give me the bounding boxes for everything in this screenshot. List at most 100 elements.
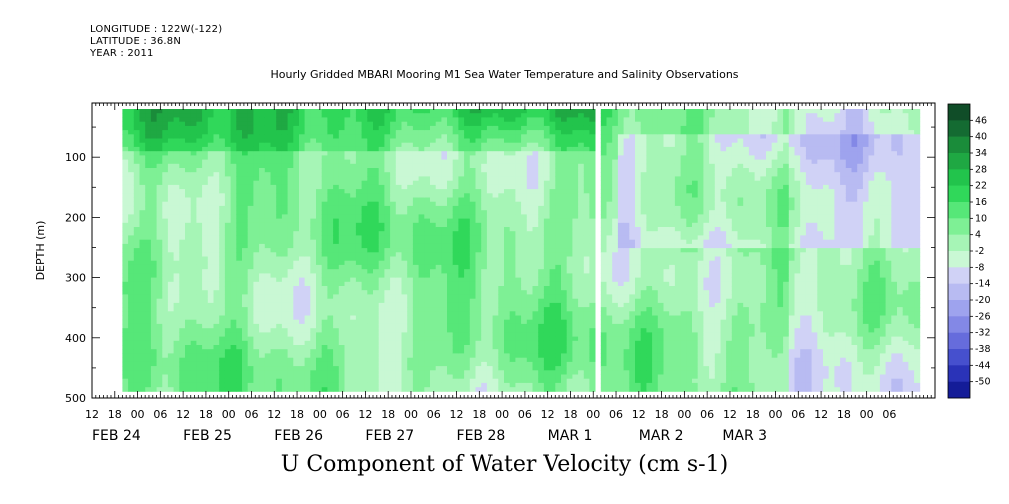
heatmap-cell [196, 113, 203, 118]
heatmap-cell [122, 168, 129, 173]
heatmap-cell [498, 117, 505, 122]
heatmap-cell [299, 159, 306, 165]
heatmap-cell [469, 361, 476, 367]
heatmap-cell [316, 201, 323, 207]
heatmap-cell [173, 361, 180, 367]
heatmap-cell [498, 256, 505, 262]
heatmap-cell [338, 193, 345, 198]
heatmap-cell [213, 222, 220, 228]
heatmap-cell [190, 201, 197, 207]
heatmap-cell [401, 252, 408, 257]
heatmap-cell [538, 184, 545, 190]
heatmap-cell [259, 277, 266, 283]
heatmap-cell [287, 349, 294, 354]
heatmap-cell [441, 227, 448, 232]
heatmap-cell [412, 281, 419, 287]
heatmap-cell [264, 340, 271, 346]
heatmap-cell [407, 218, 414, 224]
heatmap-cell [213, 172, 220, 177]
heatmap-cell [270, 243, 277, 249]
heatmap-cell [538, 172, 545, 177]
heatmap-cell [145, 378, 152, 384]
heatmap-cell [418, 113, 425, 118]
heatmap-cell [190, 336, 197, 342]
heatmap-cell [412, 370, 419, 375]
heatmap-cell [481, 222, 488, 228]
heatmap-cell [327, 298, 334, 304]
heatmap-cell [173, 134, 180, 139]
heatmap-cell [270, 382, 277, 388]
heatmap-cell [373, 252, 380, 257]
heatmap-cell [133, 307, 140, 312]
heatmap-cell [521, 180, 528, 186]
heatmap-cell [224, 290, 231, 295]
heatmap-cell [150, 201, 157, 207]
heatmap-cell [464, 370, 471, 375]
heatmap-cell [122, 189, 129, 194]
heatmap-cell [452, 281, 459, 287]
heatmap-cell [458, 252, 465, 257]
heatmap-cell [333, 239, 340, 245]
heatmap-cell [224, 172, 231, 177]
heatmap-cell [253, 349, 260, 354]
heatmap-cell [412, 357, 419, 363]
heatmap-cell [475, 370, 482, 375]
heatmap-cell [526, 142, 533, 148]
heatmap-cell [304, 387, 311, 392]
heatmap-cell [253, 328, 260, 333]
heatmap-cell [293, 146, 300, 152]
heatmap-cell [361, 260, 368, 266]
heatmap-cell [333, 142, 340, 148]
heatmap-cell [498, 205, 505, 211]
heatmap-cell [150, 146, 157, 152]
heatmap-cell [333, 222, 340, 228]
heatmap-cell [219, 210, 226, 215]
heatmap-cell [486, 243, 493, 249]
heatmap-cell [162, 146, 169, 152]
heatmap-cell [207, 142, 214, 148]
heatmap-cell [150, 294, 157, 299]
heatmap-cell [173, 201, 180, 207]
heatmap-cell [469, 142, 476, 148]
heatmap-cell [418, 332, 425, 337]
heatmap-cell [344, 374, 351, 380]
heatmap-cell [196, 231, 203, 236]
heatmap-cell [367, 353, 374, 358]
heatmap-cell [207, 294, 214, 299]
heatmap-cell [207, 332, 214, 337]
heatmap-cell [367, 227, 374, 232]
heatmap-cell [259, 121, 266, 127]
heatmap-cell [447, 239, 454, 245]
heatmap-cell [230, 227, 237, 232]
heatmap-cell [390, 319, 397, 325]
heatmap-cell [526, 294, 533, 299]
heatmap-cell [293, 201, 300, 207]
heatmap-cell [412, 340, 419, 346]
heatmap-cell [207, 252, 214, 257]
heatmap-cell [350, 163, 357, 169]
heatmap-cell [150, 340, 157, 346]
heatmap-cell [521, 286, 528, 291]
heatmap-cell [281, 281, 288, 287]
heatmap-cell [378, 252, 385, 257]
heatmap-cell [162, 184, 169, 190]
heatmap-cell [162, 248, 169, 253]
heatmap-cell [430, 290, 437, 295]
heatmap-cell [287, 235, 294, 240]
heatmap-cell [276, 134, 283, 139]
heatmap-cell [430, 361, 437, 367]
heatmap-cell [128, 328, 135, 333]
heatmap-cell [390, 323, 397, 329]
heatmap-cell [185, 218, 192, 224]
heatmap-cell [452, 155, 459, 160]
heatmap-cell [526, 163, 533, 169]
heatmap-cell [333, 155, 340, 160]
heatmap-cell [310, 319, 317, 325]
heatmap-cell [304, 370, 311, 375]
heatmap-cell [452, 163, 459, 169]
heatmap-cell [504, 374, 511, 380]
heatmap-cell [150, 193, 157, 198]
heatmap-cell [464, 151, 471, 156]
heatmap-cell [179, 290, 186, 295]
heatmap-cell [407, 142, 414, 148]
